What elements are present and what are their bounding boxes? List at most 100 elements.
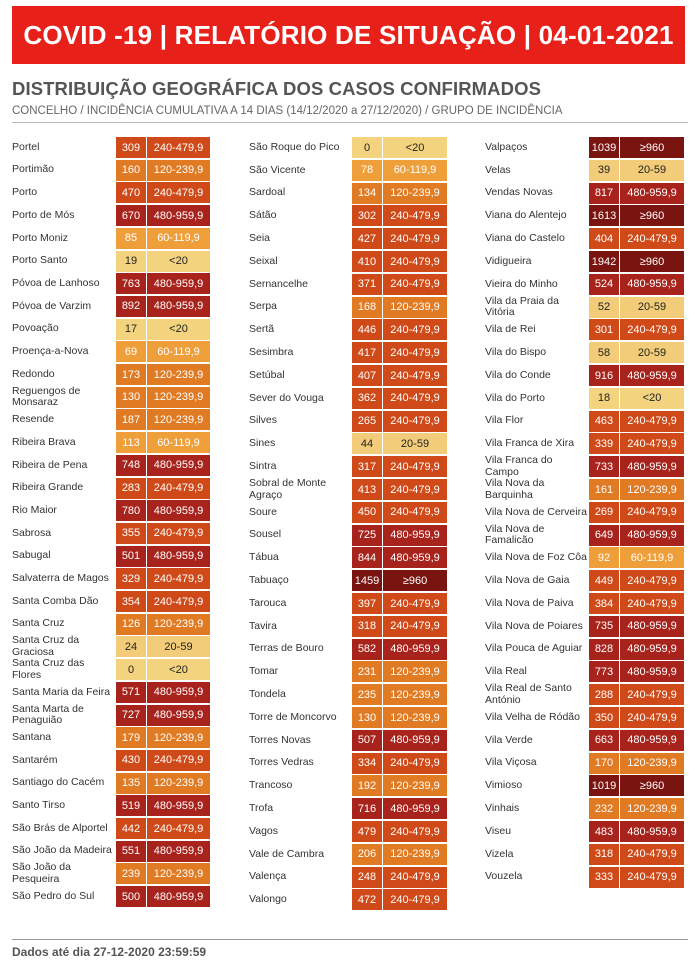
incidence-group: 240-479,9 bbox=[147, 137, 210, 158]
incidence-group: 480-959,9 bbox=[147, 205, 210, 227]
municipality-name: Póvoa de Lanhoso bbox=[12, 277, 100, 289]
municipality-name: Redondo bbox=[12, 368, 55, 380]
table-row: Santa Cruz da Graciosa 24 20-59 bbox=[12, 635, 210, 658]
incidence-value: 404 bbox=[589, 228, 620, 250]
municipality-name: Rio Maior bbox=[12, 504, 57, 516]
incidence-value: 334 bbox=[352, 752, 383, 774]
municipality-name: Porto Santo bbox=[12, 255, 68, 267]
incidence-value: 727 bbox=[116, 704, 147, 726]
table-row: São Pedro do Sul 500 480-959,9 bbox=[12, 886, 210, 908]
incidence-value: 663 bbox=[589, 729, 620, 751]
municipality-name: Vale de Cambra bbox=[249, 848, 325, 860]
incidence-group: 480-959,9 bbox=[620, 821, 684, 842]
incidence-group: 240-479,9 bbox=[620, 433, 684, 455]
municipality-name: Povoação bbox=[12, 323, 59, 335]
table-row: Sabrosa 355 240-479,9 bbox=[12, 522, 210, 544]
incidence-value: 362 bbox=[352, 387, 383, 409]
table-row: Portel 309 240-479,9 bbox=[12, 137, 210, 158]
table-row: Póvoa de Lanhoso 763 480-959,9 bbox=[12, 273, 210, 295]
municipality-name: Sertã bbox=[249, 324, 275, 336]
municipality-name: Ribeira Brava bbox=[12, 436, 76, 448]
municipality-name: Valongo bbox=[249, 894, 287, 906]
incidence-group: 240-479,9 bbox=[383, 365, 447, 386]
incidence-value: 170 bbox=[589, 752, 620, 774]
municipality-name: Sobral de Monte Agraço bbox=[249, 478, 327, 501]
table-row: Viseu 483 480-959,9 bbox=[485, 821, 684, 842]
municipality-name: Vila Flor bbox=[485, 415, 524, 427]
table-row: Torres Vedras 334 240-479,9 bbox=[249, 752, 447, 774]
municipality-name: Soure bbox=[249, 506, 278, 518]
incidence-group: 60-119,9 bbox=[147, 341, 210, 363]
incidence-value: 1039 bbox=[589, 137, 620, 158]
incidence-value: 892 bbox=[116, 295, 147, 317]
table-row: Vendas Novas 817 480-959,9 bbox=[485, 182, 684, 204]
municipality-name: Velas bbox=[485, 164, 511, 176]
incidence-group: 480-959,9 bbox=[147, 454, 210, 476]
municipality-name: São Vicente bbox=[249, 164, 306, 176]
table-row: Terras de Bouro 582 480-959,9 bbox=[249, 638, 447, 660]
table-row: Seia 427 240-479,9 bbox=[249, 228, 447, 250]
table-row: Vila Real de Santo António 288 240-479,9 bbox=[485, 683, 684, 705]
incidence-value: 354 bbox=[116, 591, 147, 612]
municipality-name: Viseu bbox=[485, 825, 512, 837]
municipality-name: Santarém bbox=[12, 754, 58, 766]
incidence-value: 0 bbox=[352, 137, 383, 158]
table-row: São Vicente 78 60-119,9 bbox=[249, 159, 447, 181]
incidence-group: 480-959,9 bbox=[383, 729, 447, 751]
section-title: DISTRIBUIÇÃO GEOGRÁFICA DOS CASOS CONFIR… bbox=[12, 78, 542, 99]
table-row: Vila do Bispo 58 20-59 bbox=[485, 342, 684, 364]
incidence-group: 480-959,9 bbox=[620, 729, 684, 751]
table-row: Sabugal 501 480-959,9 bbox=[12, 545, 210, 567]
municipality-name: Vimioso bbox=[485, 780, 523, 792]
incidence-value: 24 bbox=[116, 636, 147, 658]
table-row: Porto Moniz 85 60-119,9 bbox=[12, 227, 210, 249]
incidence-group: 240-479,9 bbox=[147, 568, 210, 590]
incidence-value: 355 bbox=[116, 522, 147, 544]
incidence-group: 480-959,9 bbox=[383, 524, 447, 546]
incidence-group: 240-479,9 bbox=[383, 593, 447, 614]
incidence-value: 317 bbox=[352, 456, 383, 478]
table-row: Porto 470 240-479,9 bbox=[12, 182, 210, 204]
municipality-name: Vila Nova de Famalicão bbox=[485, 523, 545, 547]
table-row: Vila de Rei 301 240-479,9 bbox=[485, 319, 684, 341]
municipality-name: Sardoal bbox=[249, 187, 286, 199]
municipality-name: Sousel bbox=[249, 529, 282, 541]
incidence-value: 239 bbox=[116, 863, 147, 885]
municipality-name: Resende bbox=[12, 414, 55, 426]
table-row: Vila Viçosa 170 120-239,9 bbox=[485, 752, 684, 774]
municipality-name: Sabrosa bbox=[12, 527, 52, 539]
municipality-name: Vila Nova de Cerveira bbox=[485, 506, 587, 518]
incidence-value: 916 bbox=[589, 365, 620, 386]
municipality-name: Seia bbox=[249, 232, 271, 244]
incidence-value: 501 bbox=[116, 545, 147, 567]
incidence-group: 240-479,9 bbox=[620, 843, 684, 865]
incidence-value: 39 bbox=[589, 159, 620, 181]
table-row: Santo Tirso 519 480-959,9 bbox=[12, 795, 210, 817]
incidence-value: 0 bbox=[116, 659, 147, 681]
incidence-group: <20 bbox=[383, 137, 447, 158]
incidence-group: 120-239,9 bbox=[383, 296, 447, 318]
municipality-name: Sátão bbox=[249, 210, 277, 222]
incidence-group: 120-239,9 bbox=[383, 843, 447, 865]
incidence-group: 60-119,9 bbox=[383, 159, 447, 181]
incidence-value: 192 bbox=[352, 775, 383, 797]
table-row: Tomar 231 120-239,9 bbox=[249, 661, 447, 683]
table-row: Setúbal 407 240-479,9 bbox=[249, 365, 447, 386]
municipality-name: São Pedro do Sul bbox=[12, 890, 95, 902]
table-row: Valongo 472 240-479,9 bbox=[249, 889, 447, 911]
incidence-group: 120-239,9 bbox=[147, 409, 210, 431]
incidence-group: 240-479,9 bbox=[620, 866, 684, 888]
incidence-value: 507 bbox=[352, 729, 383, 751]
municipality-name: Vila Nova da Barquinha bbox=[485, 478, 545, 501]
incidence-value: 735 bbox=[589, 615, 620, 637]
incidence-value: 1019 bbox=[589, 775, 620, 797]
table-row: Vidigueira 1942 ≥960 bbox=[485, 251, 684, 272]
table-row: Vagos 479 240-479,9 bbox=[249, 821, 447, 842]
table-row: Tábua 844 480-959,9 bbox=[249, 547, 447, 569]
incidence-value: 446 bbox=[352, 319, 383, 341]
municipality-name: Tomar bbox=[249, 666, 279, 678]
table-row: Porto de Mós 670 480-959,9 bbox=[12, 205, 210, 227]
table-row: Viana do Castelo 404 240-479,9 bbox=[485, 228, 684, 250]
incidence-value: 773 bbox=[589, 661, 620, 683]
municipality-name: Salvaterra de Magos bbox=[12, 573, 109, 585]
